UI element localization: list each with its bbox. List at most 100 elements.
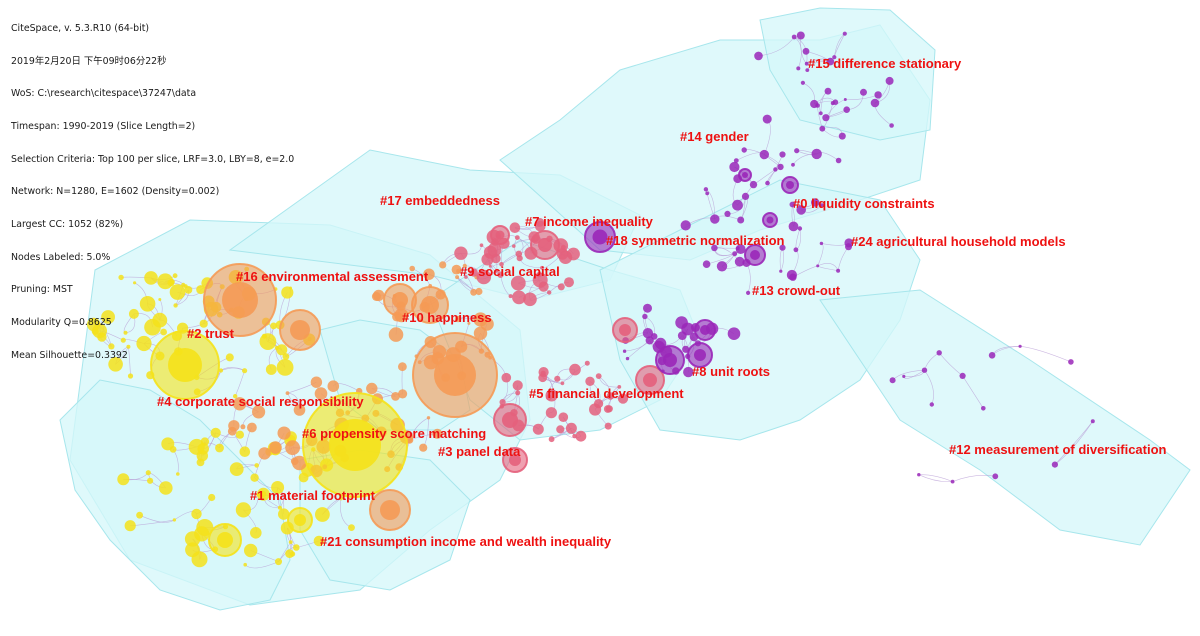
citation-node [535,220,546,232]
citation-node [426,416,431,420]
info-largest-cc: Largest CC: 1052 (82%) [11,219,124,231]
citation-node [558,412,569,423]
citation-node [729,161,740,173]
cluster-hub-node-core [294,514,306,526]
citation-node [235,430,244,439]
citation-node [275,558,282,566]
cluster-hub-node-core [766,216,774,224]
citation-node [487,242,502,257]
citation-edge [918,474,953,482]
citation-node [523,292,537,307]
citation-node [773,167,778,172]
citation-node [705,191,710,196]
citation-node [454,246,468,260]
citation-node [732,251,738,257]
citation-node [366,382,378,395]
cluster-hub-node-core [168,348,202,382]
citation-node [172,273,178,279]
citation-edge [139,514,175,523]
citation-node [199,319,208,328]
citation-node [510,275,526,291]
citation-node [642,313,648,320]
citation-node [992,473,999,480]
citation-node [159,481,173,495]
citation-node [274,345,279,351]
citation-node [470,288,477,296]
citation-node [184,531,201,547]
citation-node [276,359,294,376]
citation-node [732,199,743,211]
citation-node [560,381,565,386]
citation-node [547,290,552,295]
citation-node [235,502,251,518]
citation-node [515,390,521,396]
cluster-label-6: #6 propensity score matching [302,426,486,441]
citation-node [824,87,832,95]
citation-node [118,274,124,281]
cluster-hub-node-core [222,282,258,318]
citation-node [501,372,512,383]
citation-node [123,330,128,335]
citation-node [158,298,162,301]
cluster-hub-node-core [538,238,552,252]
citation-node [298,472,309,483]
citation-node [545,394,552,401]
citation-edge [918,474,953,483]
citation-node [432,428,443,439]
citation-node [473,326,488,340]
citation-node [617,393,629,404]
citation-node [243,562,247,567]
citation-node [233,394,238,399]
citation-node [749,180,758,189]
citation-node [242,368,248,374]
citation-node [176,472,180,476]
citation-node [794,148,800,154]
citation-node [479,243,484,247]
cluster-hub-node-core [380,500,400,520]
citation-node [481,253,494,266]
citation-node [818,111,823,116]
citation-edge [924,370,934,405]
info-data-path: WoS: C:\research\citespace\37247\data [11,88,197,100]
info-pruning: Pruning: MST [11,284,73,296]
citation-node [277,426,291,440]
citation-node [860,88,867,96]
citation-node [233,397,247,411]
citation-node [800,80,806,85]
cluster-label-13: #13 crowd-out [752,283,841,298]
cluster-label-5: #5 financial development [529,386,684,401]
citation-node [929,402,934,407]
cluster-labels: #0 liquidity constraints #1 material foo… [157,56,1167,549]
citation-node [603,405,612,413]
citation-node [959,372,966,379]
cluster-label-12: #12 measurement of diversification [949,442,1167,457]
citation-node [270,322,277,330]
citation-node [567,247,580,261]
network-info-panel: CiteSpace, v. 5.3.R10 (64-bit) 2019年2月20… [11,2,294,373]
citation-node [822,114,830,122]
citation-node [779,269,783,273]
citation-node [101,310,115,324]
citation-node [327,380,340,393]
citation-node [724,210,731,217]
citation-node [830,101,835,106]
citation-node [488,264,492,268]
citation-node [538,367,549,378]
citation-node [532,423,544,435]
citation-node [398,389,408,399]
cluster-label-4: #4 corporate social responsibility [157,394,364,409]
citation-node [811,198,820,207]
citation-node [508,294,513,299]
citation-node [514,235,520,241]
citation-node [741,192,750,200]
cluster-hub-node-core [502,412,518,428]
citation-node [711,244,718,252]
cluster-hull [819,289,1191,546]
citation-node [727,327,741,341]
citation-node [139,296,156,312]
citation-node [215,443,224,453]
citation-edge [952,475,996,482]
citation-node [650,333,658,340]
cluster-label-9: #9 social capital [460,264,560,279]
